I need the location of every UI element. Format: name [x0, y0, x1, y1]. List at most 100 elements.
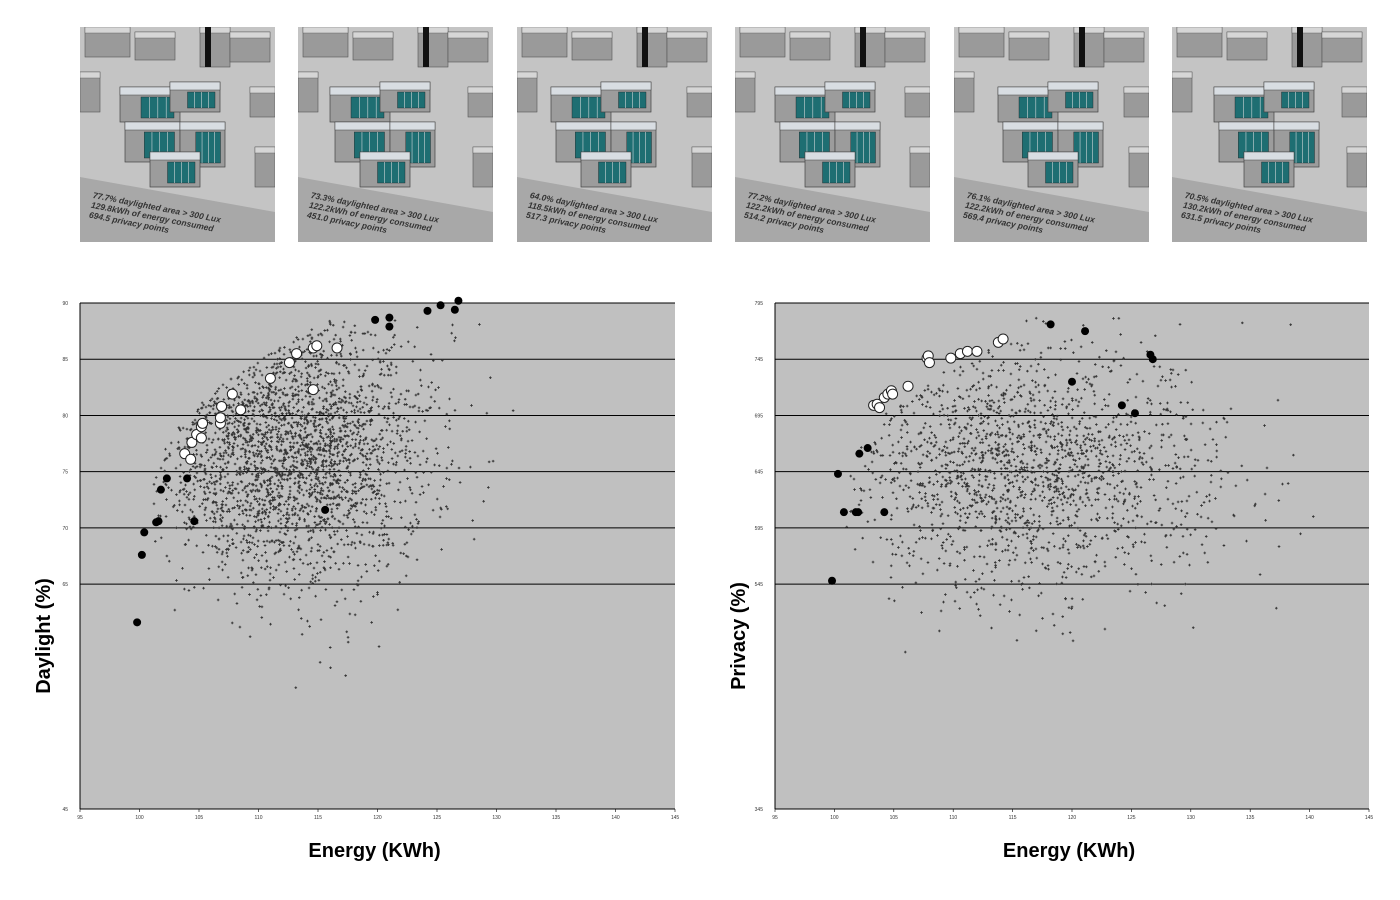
design-point [1063, 347, 1067, 350]
design-point [385, 564, 389, 568]
design-point [1104, 450, 1108, 453]
design-point [364, 563, 367, 566]
design-point [397, 400, 400, 404]
design-point [968, 454, 972, 458]
design-point [247, 410, 250, 413]
design-point [1162, 433, 1165, 437]
design-point [1123, 551, 1127, 554]
design-point [1108, 482, 1112, 486]
design-point [163, 458, 166, 462]
design-point [367, 467, 370, 470]
design-point [1103, 564, 1107, 568]
design-point [1060, 581, 1064, 585]
design-point [268, 578, 272, 582]
design-point [336, 529, 339, 533]
design-point [1042, 415, 1045, 418]
design-point [1108, 461, 1112, 464]
design-point [1112, 359, 1116, 363]
design-point [926, 450, 930, 453]
design-point [255, 553, 258, 556]
design-point [254, 520, 257, 524]
design-point [164, 515, 168, 518]
design-point [309, 362, 313, 366]
design-point [267, 424, 271, 427]
design-point [901, 454, 904, 458]
design-point [337, 362, 341, 366]
design-point [316, 543, 320, 546]
design-point [203, 468, 207, 472]
design-point [310, 466, 313, 469]
design-point [388, 349, 391, 352]
design-point [1069, 495, 1072, 499]
design-point [254, 573, 258, 577]
design-point [1000, 393, 1003, 397]
design-point [938, 471, 942, 474]
design-point [370, 621, 373, 624]
design-point [1061, 397, 1065, 401]
design-point [994, 500, 998, 504]
design-point [994, 564, 997, 567]
design-point [1097, 486, 1101, 490]
x-tick-label: 110 [949, 815, 957, 821]
design-point [1075, 434, 1079, 437]
design-point [930, 523, 934, 526]
design-point [1058, 493, 1062, 496]
design-point [989, 470, 992, 474]
design-point [1134, 482, 1138, 486]
design-point [318, 396, 321, 400]
design-point [999, 434, 1003, 437]
design-point [1000, 472, 1003, 476]
design-point [318, 522, 322, 525]
design-point [1127, 457, 1131, 460]
design-point [308, 465, 311, 469]
selected-point [140, 528, 149, 537]
design-point [1002, 361, 1005, 364]
design-point [331, 502, 335, 506]
design-point [323, 329, 327, 332]
design-point [927, 481, 931, 485]
design-point [917, 504, 920, 508]
design-point [1050, 506, 1054, 510]
design-point [270, 413, 273, 417]
design-point [309, 509, 312, 513]
design-point [408, 486, 412, 489]
design-point [239, 416, 243, 420]
design-point [367, 410, 371, 414]
design-point [898, 484, 902, 488]
design-point [1070, 397, 1074, 400]
design-point [282, 423, 286, 427]
design-point [351, 438, 354, 441]
design-point [978, 555, 982, 558]
design-point [944, 467, 948, 470]
design-point [206, 448, 209, 452]
design-point [981, 377, 985, 381]
design-point [935, 392, 938, 395]
design-point [292, 441, 296, 445]
design-point [317, 333, 320, 337]
design-point [1088, 382, 1092, 386]
design-point [992, 497, 996, 501]
design-point [928, 436, 931, 440]
design-point [325, 494, 329, 498]
design-point [1093, 439, 1096, 443]
design-point [1059, 486, 1063, 490]
design-point [1160, 523, 1164, 527]
design-point [310, 400, 314, 404]
design-point [1023, 561, 1027, 565]
design-point [372, 485, 376, 488]
design-point [219, 465, 222, 469]
design-point [329, 460, 332, 464]
design-point [884, 478, 887, 481]
design-point [984, 468, 987, 472]
design-point [1037, 362, 1040, 366]
y-axis-label: Daylight (%) [33, 578, 55, 694]
design-point [1129, 444, 1132, 447]
design-point [358, 540, 362, 543]
design-point [297, 451, 300, 455]
design-point [333, 411, 337, 415]
design-point [1053, 390, 1057, 393]
design-point [901, 585, 904, 589]
design-point [1037, 528, 1040, 532]
design-point [212, 404, 215, 407]
design-point [1064, 454, 1068, 458]
